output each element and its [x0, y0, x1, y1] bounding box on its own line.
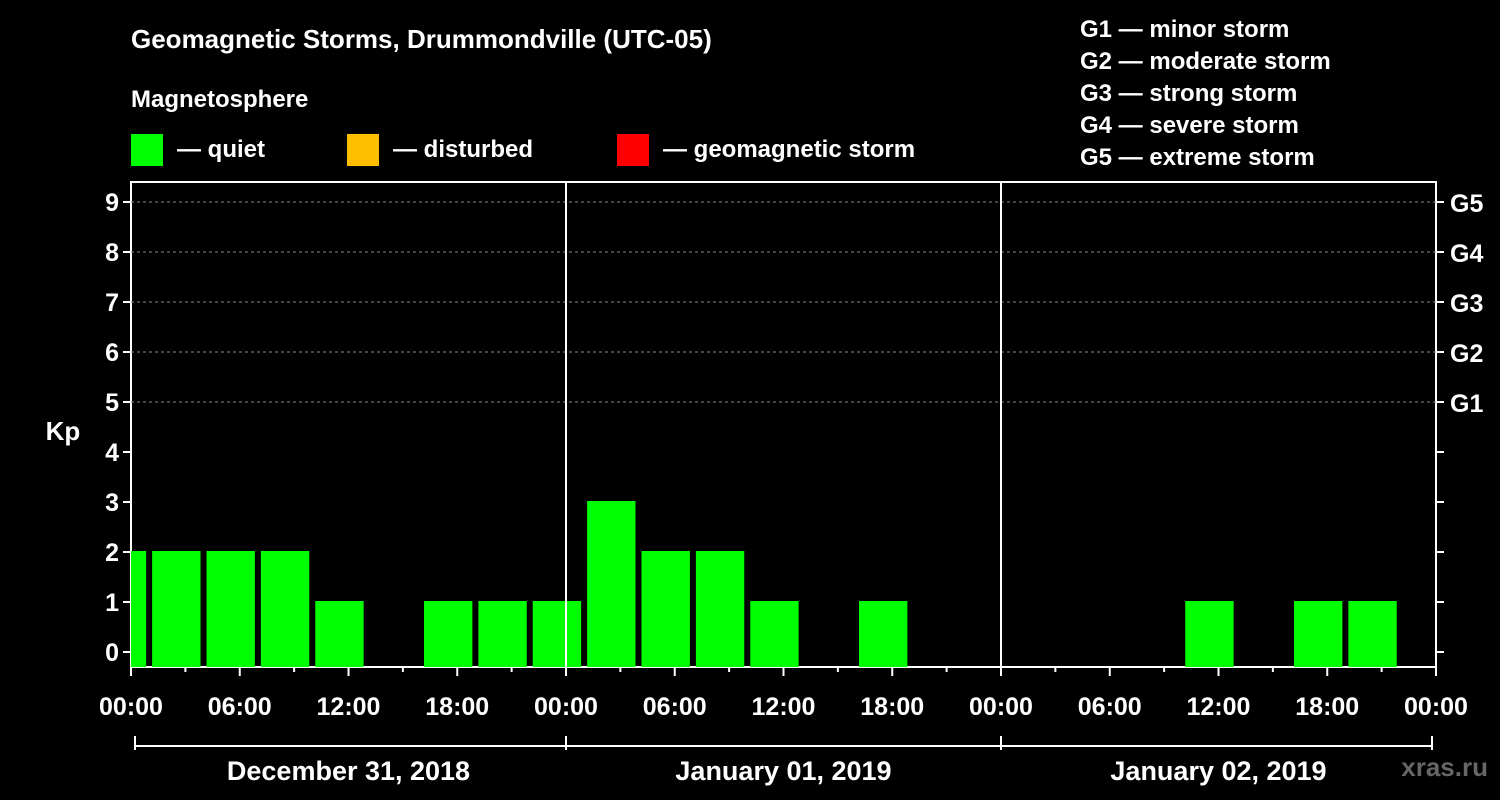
kp-bar-12: [859, 601, 908, 667]
g-scale-g2: G2 — moderate storm: [1080, 48, 1331, 75]
x-tick-label-1: 06:00: [208, 693, 272, 721]
y-tick-label-2: 2: [105, 539, 119, 567]
kp-bar-3: [260, 551, 310, 667]
chart-title: Geomagnetic Storms, Drummondville (UTC-0…: [131, 24, 712, 54]
kp-bar-6: [478, 601, 527, 667]
g-scale-g4: G4 — severe storm: [1080, 112, 1299, 139]
day-label-2: January 02, 2019: [1110, 756, 1326, 786]
legend-item-disturbed: — disturbed: [347, 133, 533, 167]
legend-item-quiet: — quiet: [131, 133, 265, 167]
g-scale-g5: G5 — extreme storm: [1080, 144, 1315, 171]
g-axis-label-g2: G2: [1450, 340, 1483, 368]
y-tick-label-6: 6: [105, 339, 119, 367]
legend-item-storm: — geomagnetic storm: [617, 133, 915, 167]
y-tick-label-4: 4: [105, 439, 119, 467]
magnetosphere-legend-title: Magnetosphere: [131, 86, 309, 113]
kp-bar-11: [750, 601, 799, 667]
x-tick-label-3: 18:00: [425, 693, 489, 721]
watermark: xras.ru: [1401, 752, 1488, 782]
x-tick-label-5: 06:00: [643, 693, 707, 721]
x-tick-label-10: 12:00: [1187, 693, 1251, 721]
x-tick-label-9: 06:00: [1078, 693, 1142, 721]
g-axis-label-g3: G3: [1450, 290, 1483, 318]
y-tick-label-0: 0: [105, 639, 119, 667]
y-tick-label-9: 9: [105, 189, 119, 217]
day-label-0: December 31, 2018: [227, 756, 470, 786]
kp-bar-8: [587, 501, 636, 667]
x-tick-label-8: 00:00: [969, 693, 1033, 721]
kp-bar-5: [424, 601, 473, 667]
x-tick-label-2: 12:00: [317, 693, 381, 721]
x-tick-label-4: 00:00: [534, 693, 598, 721]
y-tick-label-3: 3: [105, 489, 119, 517]
plot-frame: [130, 181, 1437, 668]
day-label-1: January 01, 2019: [675, 756, 891, 786]
y-tick-label-7: 7: [105, 289, 119, 317]
kp-bar-10: [695, 551, 745, 667]
legend-label-storm: — geomagnetic storm: [663, 136, 916, 163]
kp-bar-0: [131, 551, 147, 667]
g-scale-legend: G1 — minor storm G2 — moderate storm G3 …: [1080, 14, 1331, 174]
kp-bar-9: [641, 551, 690, 667]
kp-bar-2: [206, 551, 255, 667]
kp-bar-1: [152, 551, 201, 667]
kp-bar-15: [1348, 601, 1397, 667]
g-axis-label-g5: G5: [1450, 190, 1483, 218]
legend-swatch-quiet: [131, 134, 163, 166]
g-axis-label-g4: G4: [1450, 240, 1483, 268]
x-tick-label-11: 18:00: [1295, 693, 1359, 721]
legend-swatch-disturbed: [347, 134, 379, 166]
y-tick-label-8: 8: [105, 239, 119, 267]
y-axis-label: Kp: [46, 416, 81, 446]
kp-bar-14: [1294, 601, 1343, 667]
kp-bar-7: [532, 601, 582, 667]
kp-bar-4: [315, 601, 364, 667]
y-tick-label-1: 1: [105, 589, 119, 617]
x-tick-label-6: 12:00: [752, 693, 816, 721]
kp-bar-13: [1185, 601, 1234, 667]
g-scale-g3: G3 — strong storm: [1080, 80, 1298, 107]
x-tick-label-0: 00:00: [99, 693, 163, 721]
g-axis-label-g1: G1: [1450, 390, 1483, 418]
y-tick-label-5: 5: [105, 389, 119, 417]
legend-label-disturbed: — disturbed: [393, 136, 534, 163]
g-scale-g1: G1 — minor storm: [1080, 16, 1290, 43]
legend-label-quiet: — quiet: [177, 136, 265, 163]
x-tick-label-7: 18:00: [860, 693, 924, 721]
legend-swatch-storm: [617, 134, 649, 166]
x-tick-label-12: 00:00: [1404, 693, 1468, 721]
